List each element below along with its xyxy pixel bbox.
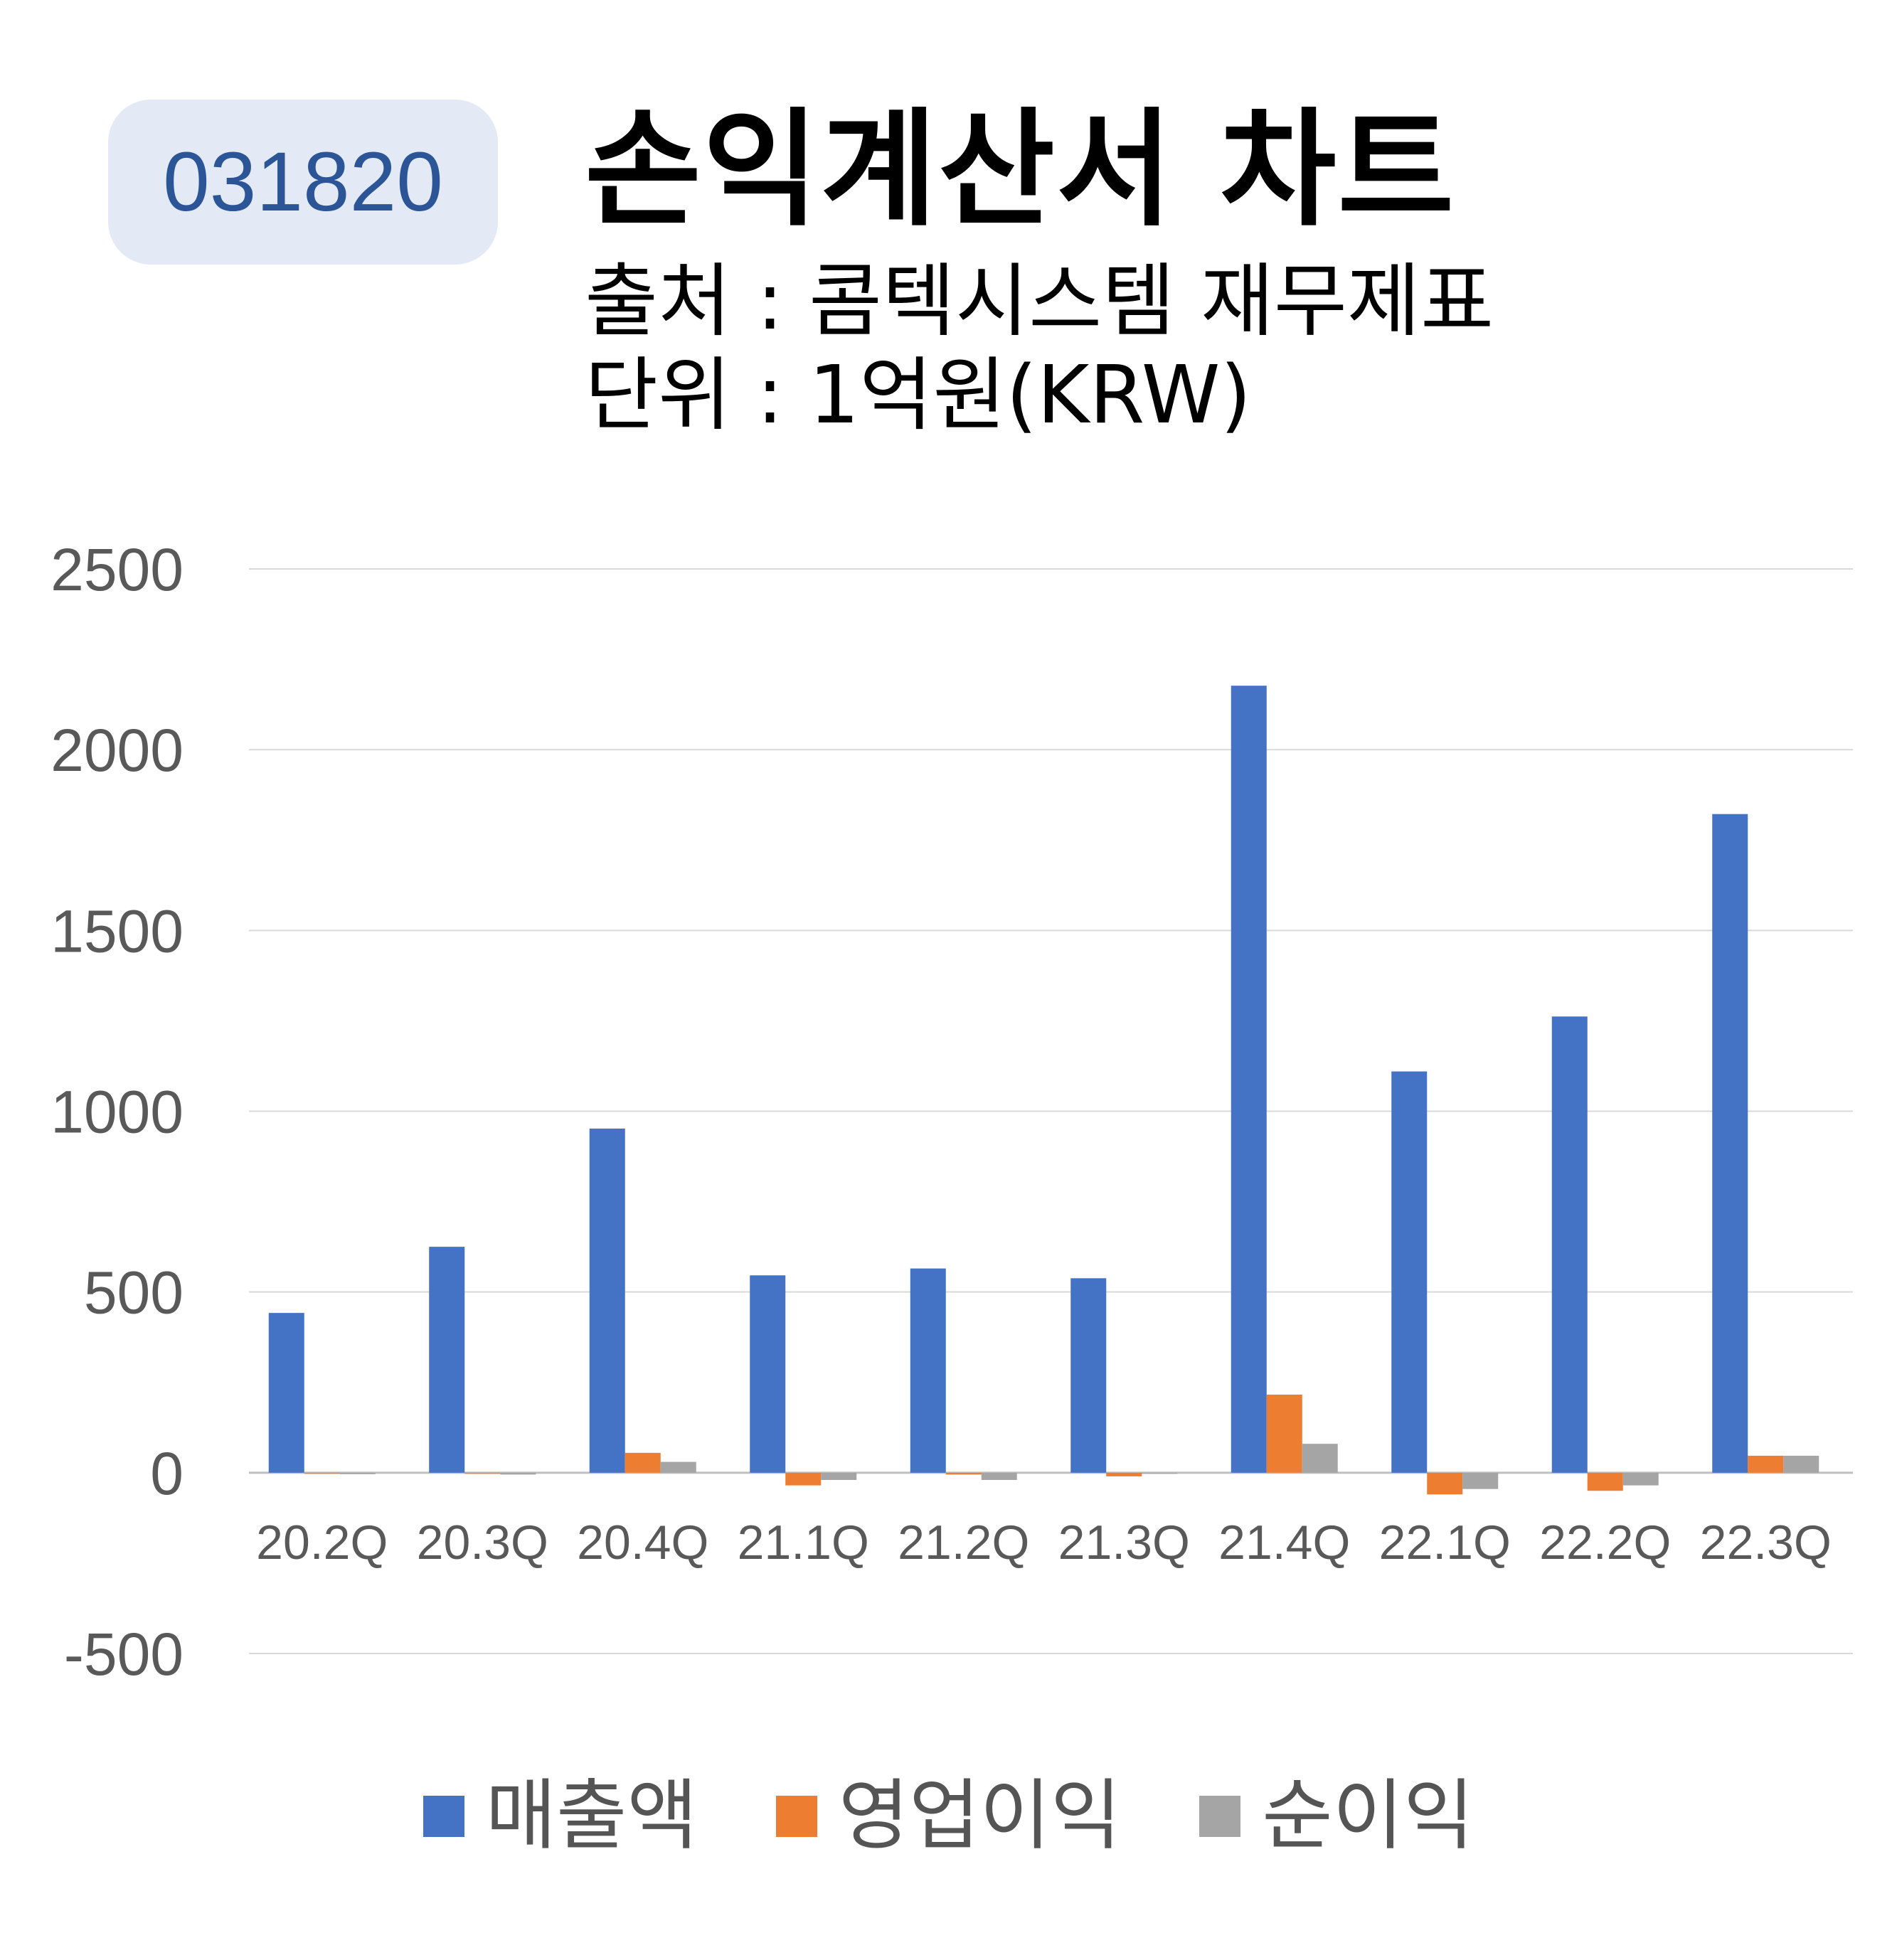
bar-revenue [910, 1268, 946, 1473]
bar-revenue [429, 1247, 465, 1473]
bar-net-profit [981, 1472, 1017, 1480]
bar-revenue [1391, 1071, 1428, 1473]
x-tick-label: 22.2Q [1539, 1516, 1671, 1570]
legend-label-operating-profit: 영업이익 [838, 1772, 1122, 1860]
bar-revenue [589, 1128, 625, 1473]
bar-revenue [268, 1313, 304, 1473]
x-tick-label: 20.2Q [256, 1516, 388, 1570]
bar-net-profit [821, 1472, 857, 1480]
legend-item-operating-profit: 영업이익 [775, 1772, 1122, 1860]
legend-item-net-profit: 순이익 [1199, 1778, 1474, 1855]
bar-operating-profit [1266, 1395, 1302, 1473]
bar-operating-profit [1427, 1472, 1463, 1495]
legend-item-revenue: 매출액 [423, 1778, 698, 1855]
bar-operating-profit [1587, 1472, 1623, 1491]
bar-operating-profit [1106, 1472, 1142, 1476]
bar-revenue [750, 1275, 786, 1473]
bar-net-profit [1302, 1444, 1338, 1473]
y-tick-label: 0 [150, 1440, 184, 1507]
y-tick-label: 2000 [51, 717, 184, 784]
unit-text: 단위 : 1억원(KRW) [585, 349, 1252, 442]
source-text: 출처 : 콤텍시스템 재무제표 [585, 255, 1494, 348]
bar-operating-profit [464, 1472, 501, 1474]
bar-operating-profit [785, 1472, 822, 1486]
y-tick-label: -500 [64, 1621, 184, 1688]
legend-swatch-revenue [423, 1796, 464, 1837]
stock-code: 031820 [163, 135, 443, 229]
bar-net-profit [1142, 1472, 1178, 1474]
bar-revenue [1551, 1016, 1588, 1473]
bar-net-profit [1462, 1472, 1499, 1489]
bar-operating-profit [945, 1472, 982, 1475]
stock-code-badge: 031820 [108, 100, 498, 265]
legend-swatch-operating-profit [775, 1796, 817, 1837]
bar-operating-profit [1748, 1455, 1784, 1473]
legend-label-revenue: 매출액 [485, 1772, 698, 1860]
x-tick-label: 22.1Q [1379, 1516, 1511, 1570]
x-tick-label: 21.1Q [738, 1516, 869, 1570]
y-tick-label: 1000 [51, 1079, 184, 1146]
bar-revenue [1231, 686, 1267, 1473]
y-tick-label: 500 [84, 1259, 184, 1326]
bar-revenue [1712, 814, 1748, 1473]
bar-net-profit [660, 1461, 696, 1473]
bar-operating-profit [304, 1472, 340, 1474]
legend-swatch-net-profit [1199, 1796, 1241, 1837]
x-tick-label: 21.2Q [898, 1516, 1029, 1570]
chart-legend: 매출액 영업이익 순이익 [0, 1778, 1897, 1855]
bar-operating-profit [625, 1452, 661, 1473]
bar-net-profit [1622, 1472, 1659, 1486]
page-title: 손익계산서 차트 [585, 96, 1456, 243]
y-tick-label: 2500 [51, 536, 184, 603]
x-tick-label: 22.3Q [1700, 1516, 1832, 1570]
bar-net-profit [1783, 1455, 1819, 1473]
x-tick-label: 21.4Q [1218, 1516, 1350, 1570]
legend-label-net-profit: 순이익 [1262, 1772, 1474, 1860]
bar-revenue [1070, 1278, 1107, 1473]
x-tick-label: 20.3Q [417, 1516, 548, 1570]
x-tick-label: 20.4Q [577, 1516, 708, 1570]
x-tick-label: 21.3Q [1058, 1516, 1190, 1570]
bar-net-profit [339, 1472, 376, 1474]
bar-net-profit [500, 1472, 536, 1475]
bar-chart: 2500 2000 1500 1000 500 0 -500 20.2Q 20.3Q 20.4Q 2… [51, 536, 1853, 1688]
y-tick-label: 1500 [51, 898, 184, 964]
